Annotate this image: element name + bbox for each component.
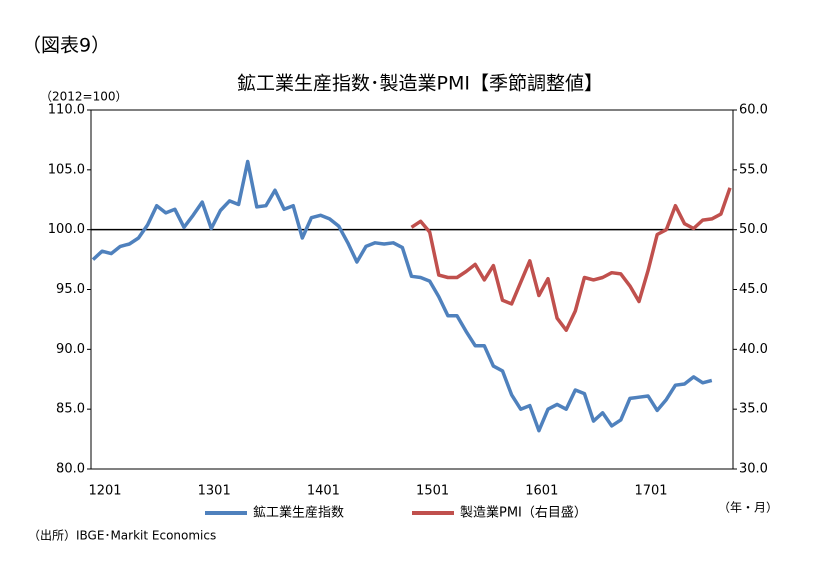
figure-label: （図表9） (22, 35, 110, 57)
y-tick-label: 100.0 (48, 222, 85, 237)
x-tick-label: 1601 (525, 484, 558, 499)
series-line (91, 159, 713, 433)
y-tick-label: 105.0 (48, 162, 85, 177)
y2-tick-label: 50.0 (739, 222, 768, 237)
series-line (410, 187, 732, 332)
y2-tick-label: 60.0 (739, 103, 768, 118)
x-tick-label: 1401 (307, 484, 340, 499)
y-unit: （2012=100） (40, 90, 128, 104)
y2-tick-label: 30.0 (739, 462, 768, 477)
legend-label: 製造業PMI（右目盛） (460, 505, 587, 521)
y2-tick-label: 45.0 (739, 282, 768, 297)
y2-tick-label: 55.0 (739, 162, 768, 177)
x-tick-label: 1301 (198, 484, 231, 499)
plot-frame (90, 109, 734, 470)
y-tick-label: 110.0 (48, 103, 85, 118)
source: （出所）IBGE･Markit Economics (28, 529, 216, 543)
y-tick-label: 85.0 (56, 402, 85, 417)
x-unit: （年・月） (718, 501, 778, 515)
y2-tick-label: 35.0 (739, 402, 768, 417)
y2-tick-label: 40.0 (739, 342, 768, 357)
chart-title: 鉱工業生産指数･製造業PMI【季節調整値】 (237, 73, 603, 95)
x-tick-label: 1201 (88, 484, 121, 499)
y-tick-label: 80.0 (56, 462, 85, 477)
legend-label: 鉱工業生産指数 (253, 505, 344, 521)
x-tick-label: 1701 (634, 484, 667, 499)
y-tick-label: 90.0 (56, 342, 85, 357)
x-tick-label: 1501 (416, 484, 449, 499)
y-tick-label: 95.0 (56, 282, 85, 297)
